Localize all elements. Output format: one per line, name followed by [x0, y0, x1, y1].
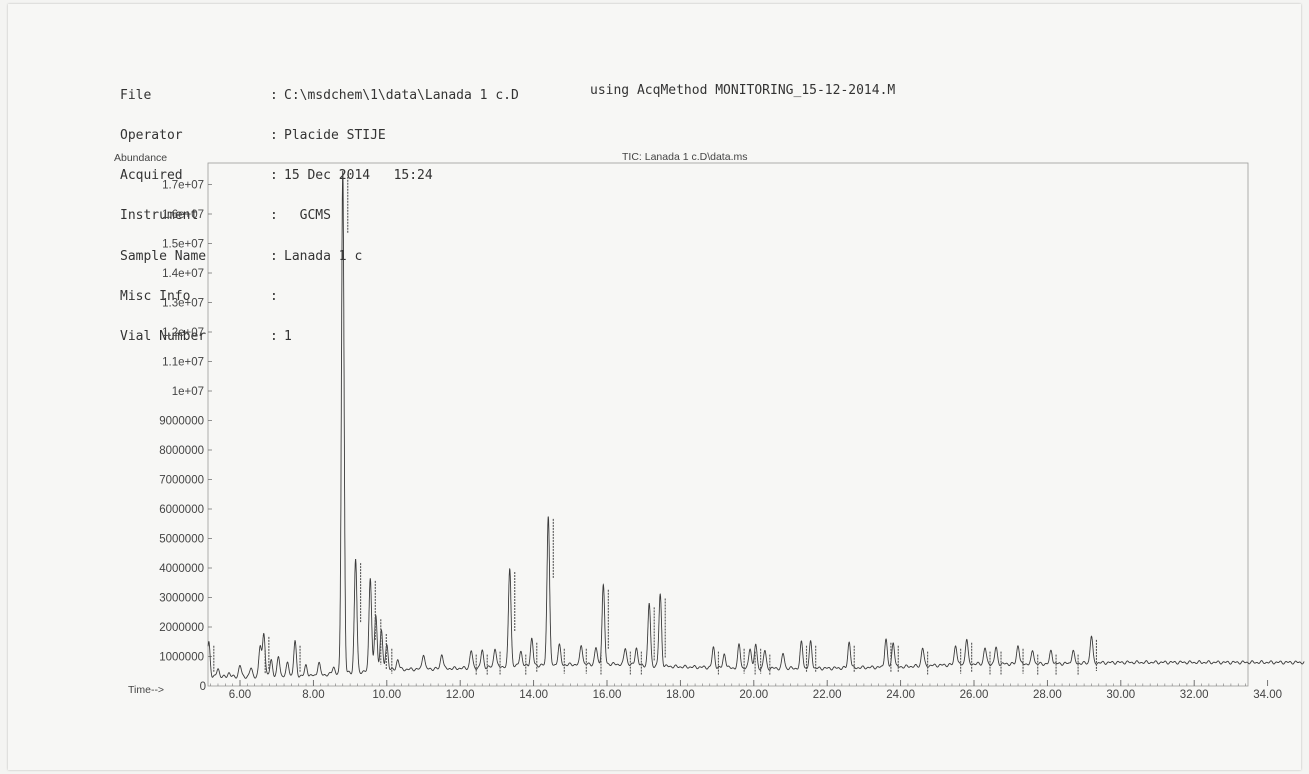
- x-tick-label: 6.00: [229, 689, 251, 701]
- x-axis: 6.00 8.00 10.00 12.00 14.00 16.00 18.00 20.00 22…: [210, 680, 1282, 701]
- acq-method: using AcqMethod MONITORING_15-12-2014.M: [590, 83, 896, 98]
- x-tick-label: 24.00: [886, 689, 915, 701]
- x-tick-label: 34.00: [1253, 689, 1282, 701]
- y-tick-label: 1.4e+07: [162, 268, 204, 280]
- instrument-name: GCMS: [284, 208, 331, 224]
- x-tick-label: 16.00: [593, 689, 622, 701]
- x-tick-label: 14.00: [519, 689, 548, 701]
- run-header: File: C:\msdchem\1\data\Lanada 1 c.D Oper…: [120, 62, 895, 384]
- vial-number: 1: [284, 329, 292, 345]
- x-tick-label: 18.00: [666, 689, 695, 701]
- x-tick-label: 22.00: [813, 689, 842, 701]
- y-tick-label: 1.3e+07: [162, 298, 204, 310]
- tic-trace: [207, 170, 1305, 679]
- sample-row: Sample Name: Lanada 1 c: [120, 248, 363, 264]
- y-axis: 1000000 2000000 3000000 4000000 5000000 60000…: [159, 180, 212, 693]
- y-tick-label: 1000000: [159, 652, 204, 664]
- operator-name: Placide STIJE: [284, 128, 386, 144]
- plot-frame: [207, 162, 1249, 687]
- x-tick-label: 28.00: [1033, 689, 1062, 701]
- x-tick-label: 30.00: [1106, 689, 1135, 701]
- plot-border: [207, 162, 1249, 687]
- tic-trace-line: [207, 170, 1305, 679]
- file-path: C:\msdchem\1\data\Lanada 1 c.D: [284, 87, 519, 103]
- x-tick-label: 26.00: [960, 689, 989, 701]
- y-tick-label: 1.6e+07: [162, 209, 204, 221]
- sample-name: Lanada 1 c: [284, 248, 363, 264]
- instrument-row: Instrument: GCMS: [120, 208, 331, 224]
- x-tick-label: 8.00: [302, 689, 324, 701]
- file-row: File: C:\msdchem\1\data\Lanada 1 c.D: [120, 87, 519, 103]
- acquired-row: Acquired:15 Dec 2014 15:24: [120, 168, 433, 184]
- y-tick-label: 4000000: [159, 563, 204, 575]
- chart-title: TIC: Lanada 1 c.D\data.ms: [622, 151, 747, 163]
- y-tick-label: 7000000: [159, 475, 204, 487]
- x-tick-label: 12.00: [446, 689, 475, 701]
- y-tick-label: 2000000: [159, 622, 204, 634]
- x-axis-label: Time-->: [128, 684, 164, 696]
- y-tick-label: 5000000: [159, 534, 204, 546]
- y-tick-label: 1.2e+07: [162, 327, 204, 339]
- y-tick-label: 1e+07: [172, 386, 204, 398]
- y-axis-label: Abundance: [114, 152, 167, 164]
- misc-row: Misc Info:: [120, 288, 278, 304]
- x-tick-label: 20.00: [739, 689, 768, 701]
- x-tick-label: 32.00: [1180, 689, 1209, 701]
- y-tick-label: 1.1e+07: [162, 357, 204, 369]
- vial-row: Vial Number:1: [120, 329, 292, 345]
- y-tick-label: 1.7e+07: [162, 180, 204, 192]
- peak-annotations: [213, 173, 1097, 676]
- y-tick-label: 6000000: [159, 504, 204, 516]
- y-zero-label: 0: [200, 681, 206, 693]
- y-tick-label: 8000000: [159, 445, 204, 457]
- y-tick-label: 9000000: [159, 416, 204, 428]
- y-tick-label: 3000000: [159, 593, 204, 605]
- acquired-date: 15 Dec 2014 15:24: [284, 168, 433, 184]
- x-tick-label: 10.00: [372, 689, 401, 701]
- operator-row: Operator: Placide STIJE: [120, 128, 386, 144]
- y-tick-label: 1.5e+07: [162, 239, 204, 251]
